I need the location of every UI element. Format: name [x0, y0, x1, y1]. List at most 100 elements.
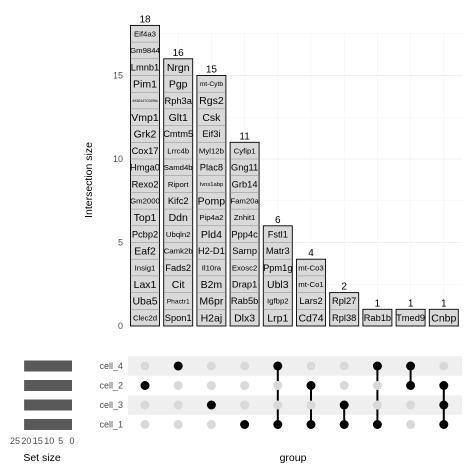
gene-label: Sarnp: [232, 246, 257, 256]
gene-label: Cit: [172, 279, 185, 291]
y-tick-label: 10: [113, 154, 123, 164]
gene-label: Pim1: [133, 79, 157, 91]
matrix-dot-active: [439, 381, 449, 390]
gene-label: Riport: [168, 180, 190, 189]
matrix-dot-inactive: [140, 361, 150, 371]
matrix-dot-inactive: [339, 361, 349, 371]
gene-label: Ddn: [169, 212, 188, 224]
gene-label: mt-Cytb: [200, 81, 224, 88]
gene-label: 4930447C04Rik: [132, 99, 158, 103]
set-label: cell_3: [99, 400, 123, 410]
gene-label: Grk2: [134, 129, 157, 141]
gene-label: Fads2: [165, 263, 191, 273]
gene-label: Hmga0: [130, 163, 160, 173]
gene-label: Eif3i: [202, 129, 220, 139]
gene-label: B2m: [201, 279, 223, 291]
intersection-bar: [196, 75, 227, 327]
gene-label: Cox17: [132, 146, 159, 156]
set-label: cell_4: [99, 361, 123, 371]
gene-label: Ubl3: [267, 279, 289, 291]
gene-label: Cd74: [298, 312, 323, 324]
gene-label: Rgs2: [199, 95, 224, 107]
gene-label: Lrp1: [267, 312, 288, 324]
matrix-dot-inactive: [173, 381, 183, 390]
matrix-dot-inactive: [306, 400, 316, 410]
matrix-dot-active: [439, 420, 449, 429]
intersection-box: Fstl1 Matr3 Ppm1g Ubl3 Igfbp2 Lrp1 6: [262, 215, 293, 327]
matrix-dot-inactive: [339, 381, 349, 390]
gene-label: Rpl38: [332, 313, 356, 323]
intersection-count: 1: [408, 298, 414, 309]
matrix-dot-inactive: [273, 381, 283, 390]
intersection-count: 11: [239, 131, 250, 142]
gene-label: Fstl1: [268, 229, 288, 239]
matrix-dot-active: [240, 420, 250, 429]
intersection-box: mt-Cytb Rgs2 Csk Eif3i Myl12b Plac8 Ivns1abp Po…: [196, 65, 227, 327]
matrix-dot-active: [140, 381, 150, 390]
set-size-tick-label: 15: [33, 436, 43, 446]
matrix-dot-active: [339, 420, 349, 429]
gene-label: Igfbp2: [267, 297, 289, 306]
matrix-dot-inactive: [372, 400, 382, 410]
gene-label: M6pr: [199, 296, 223, 308]
matrix-dot-inactive: [240, 381, 250, 390]
matrix-row-stripe: [128, 395, 462, 415]
matrix-dot-inactive: [439, 361, 449, 371]
y-axis: 0 5 10 15: [113, 71, 123, 332]
set-size-tick-label: 10: [44, 436, 54, 446]
matrix-dot-active: [173, 361, 183, 371]
intersection-count: 1: [375, 298, 381, 309]
gene-label: Pgp: [169, 79, 188, 91]
gene-label: Eaf2: [134, 246, 156, 258]
gene-label: Gm9844: [130, 46, 160, 55]
x-axis-title: group: [280, 452, 307, 464]
gene-label: Plac8: [200, 163, 223, 173]
intersection-bar: [362, 308, 393, 327]
gene-label: Lrrc4b: [167, 146, 189, 155]
matrix-dot-inactive: [306, 361, 316, 371]
matrix-dot-active: [273, 420, 283, 429]
y-tick-label: 0: [118, 321, 123, 331]
gene-label: Ppm1g: [263, 263, 292, 273]
gene-label: Tmed9: [396, 313, 425, 323]
set-size-bar: [24, 380, 72, 391]
matrix-dot-inactive: [206, 381, 216, 390]
intersection-box: Rab1b 1: [362, 298, 393, 327]
set-size-tick-label: 20: [21, 436, 31, 446]
y-tick-label: 5: [118, 238, 123, 248]
gene-label: Insig1: [135, 263, 156, 272]
set-size-tick-label: 5: [58, 436, 63, 446]
gene-label: Dlx3: [234, 312, 255, 324]
intersection-matrix: cell_4 cell_2 cell_3 cell_1: [99, 356, 462, 430]
gene-label: Matr3: [266, 246, 290, 256]
gene-label: Il10ra: [202, 263, 222, 272]
gene-label: Pcbp2: [132, 229, 158, 239]
gene-label: Ppp4c: [231, 229, 258, 239]
set-size-bar: [24, 399, 72, 411]
gene-label: Eif4a3: [134, 29, 156, 38]
gene-label: Phactr1: [167, 298, 190, 305]
gene-label: Rpl27: [332, 296, 356, 306]
intersection-count: 2: [341, 282, 347, 293]
intersection-count: 18: [139, 14, 151, 25]
gene-label: H2-D1: [198, 246, 225, 256]
gene-label: Rab5b: [231, 296, 258, 306]
matrix-dot-inactive: [140, 420, 150, 429]
set-size-bars: 25 20 15 10 5 0: [10, 360, 75, 446]
matrix-dot-inactive: [240, 400, 250, 410]
gene-label: Exosc2: [232, 263, 257, 272]
gene-label: Gm2000: [130, 196, 160, 205]
matrix-dot-inactive: [206, 361, 216, 371]
set-label: cell_1: [99, 420, 123, 430]
gene-label: Uba5: [132, 296, 157, 308]
intersection-count: 4: [308, 248, 314, 259]
gene-label: Lmnb1: [131, 62, 159, 72]
gene-label: Vmp1: [131, 112, 159, 124]
gene-label: Fam20a: [230, 196, 259, 205]
gene-label: Cmtm5: [163, 129, 193, 139]
matrix-dot-inactive: [372, 381, 382, 390]
y-tick-label: 15: [113, 71, 123, 81]
matrix-dot-active: [406, 381, 416, 390]
gene-label: Myl12b: [199, 146, 224, 155]
gene-label: Clec2d: [133, 313, 157, 322]
